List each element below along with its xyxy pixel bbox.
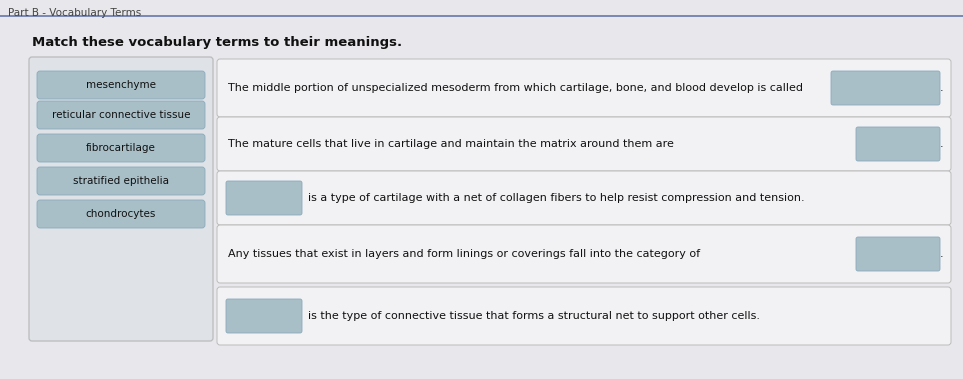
Text: stratified epithelia: stratified epithelia — [73, 176, 169, 186]
Text: The mature cells that live in cartilage and maintain the matrix around them are: The mature cells that live in cartilage … — [228, 139, 674, 149]
Text: .: . — [940, 139, 944, 149]
FancyBboxPatch shape — [831, 71, 940, 105]
FancyBboxPatch shape — [37, 101, 205, 129]
Text: Any tissues that exist in layers and form linings or coverings fall into the cat: Any tissues that exist in layers and for… — [228, 249, 700, 259]
Text: is a type of cartilage with a net of collagen fibers to help resist compression : is a type of cartilage with a net of col… — [308, 193, 805, 203]
Text: fibrocartilage: fibrocartilage — [86, 143, 156, 153]
FancyBboxPatch shape — [226, 181, 302, 215]
Text: The middle portion of unspecialized mesoderm from which cartilage, bone, and blo: The middle portion of unspecialized meso… — [228, 83, 803, 93]
FancyBboxPatch shape — [226, 299, 302, 333]
FancyBboxPatch shape — [37, 71, 205, 99]
FancyBboxPatch shape — [856, 127, 940, 161]
FancyBboxPatch shape — [217, 117, 951, 171]
FancyBboxPatch shape — [856, 237, 940, 271]
FancyBboxPatch shape — [37, 200, 205, 228]
FancyBboxPatch shape — [37, 134, 205, 162]
Text: reticular connective tissue: reticular connective tissue — [52, 110, 191, 120]
FancyBboxPatch shape — [217, 225, 951, 283]
FancyBboxPatch shape — [217, 59, 951, 117]
Text: is the type of connective tissue that forms a structural net to support other ce: is the type of connective tissue that fo… — [308, 311, 760, 321]
Text: chondrocytes: chondrocytes — [86, 209, 156, 219]
Text: .: . — [940, 249, 944, 259]
FancyBboxPatch shape — [29, 57, 213, 341]
FancyBboxPatch shape — [217, 287, 951, 345]
FancyBboxPatch shape — [37, 167, 205, 195]
Text: Part B - Vocabulary Terms: Part B - Vocabulary Terms — [8, 8, 142, 18]
Text: mesenchyme: mesenchyme — [86, 80, 156, 90]
FancyBboxPatch shape — [217, 171, 951, 225]
Text: .: . — [940, 83, 944, 93]
Text: Match these vocabulary terms to their meanings.: Match these vocabulary terms to their me… — [32, 36, 403, 49]
